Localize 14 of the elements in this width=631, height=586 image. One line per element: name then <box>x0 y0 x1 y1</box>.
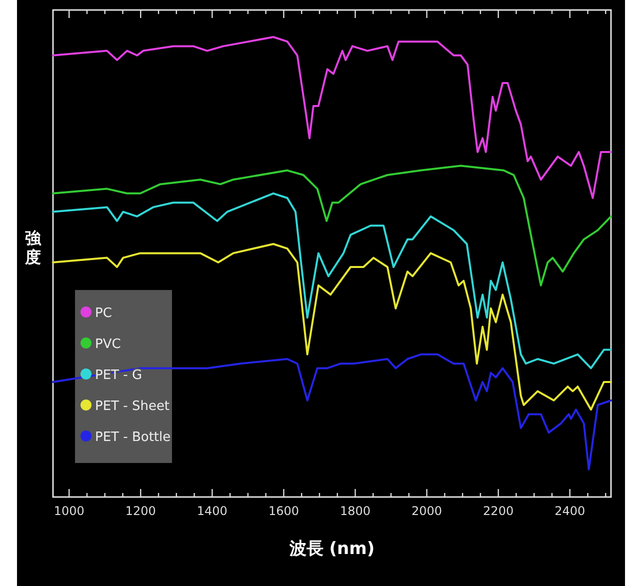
legend-label: PC <box>95 306 112 321</box>
x-tick-label: 1400 <box>196 504 228 518</box>
x-tick-label: 2000 <box>412 504 442 518</box>
x-tick-label: 1200 <box>125 504 156 518</box>
y-axis-title: 強度 <box>24 228 42 266</box>
legend-label: PET - Sheet <box>95 399 170 414</box>
x-tick-label: 1800 <box>340 504 371 518</box>
x-tick-label: 1000 <box>54 504 84 518</box>
x-tick-label: 2400 <box>554 504 586 518</box>
legend-label: PVC <box>95 337 121 352</box>
x-axis-title: 波長 (nm) <box>288 539 375 559</box>
x-tick-label: 1600 <box>268 504 299 518</box>
x-tick-label: 2200 <box>483 504 514 518</box>
legend-label: PET - Bottle <box>95 430 171 445</box>
